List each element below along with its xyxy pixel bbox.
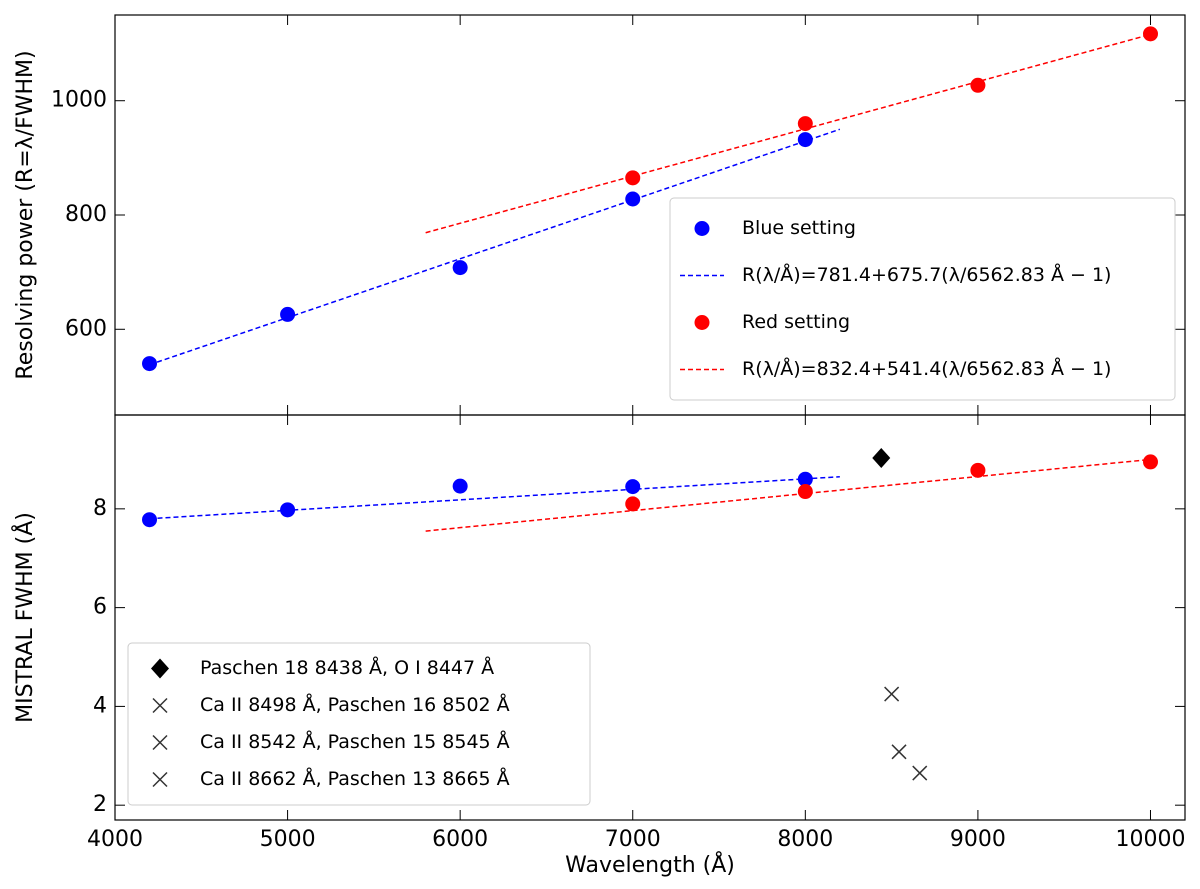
point xyxy=(625,496,641,512)
y-tick-label: 1000 xyxy=(51,88,107,113)
cross-stroke xyxy=(891,744,907,760)
point xyxy=(625,191,641,207)
y-axis-label: MISTRAL FWHM (Å) xyxy=(11,512,38,723)
point xyxy=(452,260,468,276)
fit-line xyxy=(149,475,840,520)
legend-label: R(λ/Å)=781.4+675.7(λ/6562.83 Å − 1) xyxy=(742,263,1111,286)
cross-stroke xyxy=(152,734,168,751)
legend-marker xyxy=(152,771,168,788)
legend-marker xyxy=(694,221,710,236)
legend-label: Blue setting xyxy=(742,217,856,239)
point xyxy=(891,744,907,760)
x-tick-label: 5000 xyxy=(260,827,316,852)
x-tick-label: 9000 xyxy=(950,827,1006,852)
point xyxy=(1142,26,1158,42)
point xyxy=(797,132,813,148)
point xyxy=(970,462,986,478)
legend-marker xyxy=(694,315,710,330)
legend: Blue setting R(λ/Å)=781.4+675.7(λ/6562.83… xyxy=(669,197,1176,401)
y-tick-label: 6 xyxy=(93,595,107,620)
point xyxy=(452,478,468,494)
fit-line xyxy=(425,33,1151,234)
legend-label: Red setting xyxy=(742,311,850,333)
fit-line xyxy=(149,128,841,366)
cross-stroke xyxy=(152,697,168,714)
point xyxy=(872,447,891,468)
x-tick-label: 8000 xyxy=(777,827,833,852)
fit-line xyxy=(425,458,1151,532)
y-axis-label: Resolving power (R=λ/FWHM) xyxy=(13,50,38,379)
point xyxy=(884,686,900,702)
cross-stroke xyxy=(912,765,928,781)
legend-label: Ca II 8662 Å, Paschen 13 8665 Å xyxy=(200,767,510,790)
legend-box xyxy=(669,197,1176,401)
y-tick-label: 8 xyxy=(93,496,107,521)
legend-label: Ca II 8542 Å, Paschen 15 8545 Å xyxy=(200,730,510,753)
point xyxy=(797,484,813,500)
point xyxy=(142,512,158,528)
x-axis-label: Wavelength (Å) xyxy=(565,851,735,878)
point xyxy=(625,170,641,186)
y-tick-label: 4 xyxy=(93,693,107,718)
legend-marker xyxy=(152,734,168,751)
y-tick-label: 600 xyxy=(65,316,107,341)
x-tick-label: 4000 xyxy=(87,827,143,852)
cross-stroke xyxy=(152,771,168,788)
point xyxy=(797,116,813,132)
point xyxy=(1142,454,1158,470)
point xyxy=(970,77,986,93)
point xyxy=(912,765,928,781)
legend-marker xyxy=(152,697,168,714)
cross-stroke xyxy=(884,686,900,702)
legend-box xyxy=(127,642,591,806)
legend-label: R(λ/Å)=832.4+541.4(λ/6562.83 Å − 1) xyxy=(742,357,1111,380)
plot-frame xyxy=(114,414,1186,821)
legend-label: Paschen 18 8438 Å, O I 8447 Å xyxy=(200,656,494,679)
x-tick-label: 6000 xyxy=(432,827,488,852)
point xyxy=(280,306,296,322)
legend-label: Ca II 8498 Å, Paschen 16 8502 Å xyxy=(200,693,510,716)
x-tick-label: 10000 xyxy=(1115,827,1185,852)
legend: Paschen 18 8438 Å, O I 8447 Å Ca II 8498 … xyxy=(127,642,591,806)
legend-marker xyxy=(151,658,169,679)
y-tick-label: 2 xyxy=(93,792,107,817)
x-tick-label: 7000 xyxy=(605,827,661,852)
y-tick-label: 800 xyxy=(65,202,107,227)
point xyxy=(625,479,641,495)
point xyxy=(142,356,158,372)
